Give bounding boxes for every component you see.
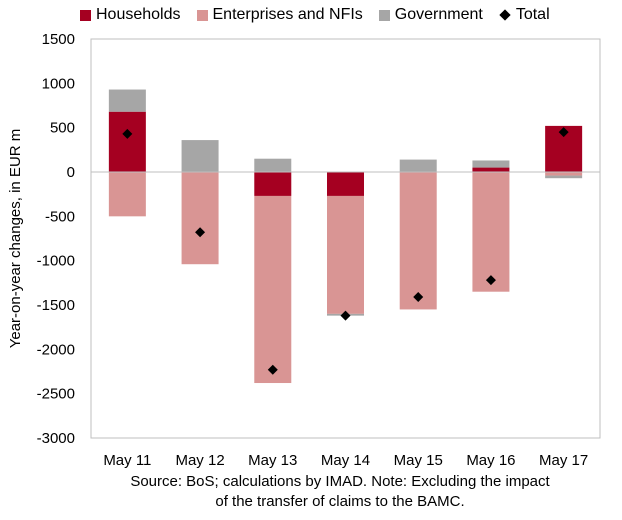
y-axis-title: Year-on-year changes, in EUR m xyxy=(7,129,24,349)
legend-item-enterprises: Enterprises and NFIs xyxy=(196,6,363,24)
x-tick-label-4: May 14 xyxy=(321,452,370,469)
bar-2-5 xyxy=(399,172,437,310)
bar-2-4 xyxy=(327,195,364,314)
legend-label-government: Government xyxy=(394,6,483,23)
bar-3-1 xyxy=(108,89,146,112)
chart-legend: Households Enterprises and NFIs Governme… xyxy=(80,6,566,24)
legend-label-total: Total xyxy=(515,6,550,23)
total-marker-3 xyxy=(267,364,278,375)
y-tick-label-1: 1000 xyxy=(42,75,75,92)
bar-1-1 xyxy=(108,111,146,172)
total-marker-2 xyxy=(195,227,206,238)
total-marker-5 xyxy=(413,292,424,303)
bar-3-7 xyxy=(545,175,583,179)
x-tick-label-6: May 16 xyxy=(466,452,515,469)
y-tick-label-3: 0 xyxy=(67,164,75,181)
legend-item-households: Households xyxy=(80,6,181,24)
bar-3-2 xyxy=(181,140,219,172)
y-tick-label-6: -1500 xyxy=(37,297,75,314)
legend-swatch-government xyxy=(378,9,390,21)
total-marker-1 xyxy=(122,128,133,139)
total-marker-6 xyxy=(485,275,496,286)
y-tick-label-2: 500 xyxy=(50,120,75,137)
bar-3-6 xyxy=(472,160,510,168)
plot-area-border xyxy=(90,38,601,439)
bar-1-3 xyxy=(254,172,292,196)
legend-item-total: Total xyxy=(499,6,550,24)
bar-3-5 xyxy=(399,159,437,172)
source-note: Source: BoS; calculations by IMAD. Note:… xyxy=(60,472,620,512)
y-tick-label-8: -2500 xyxy=(37,386,75,403)
x-tick-label-5: May 15 xyxy=(394,452,443,469)
legend-label-households: Households xyxy=(96,6,181,23)
bar-3-3 xyxy=(254,158,292,172)
bar-2-7 xyxy=(545,172,583,176)
total-marker-4 xyxy=(340,310,351,321)
bar-1-4 xyxy=(327,172,364,196)
y-tick-label-4: -500 xyxy=(45,208,75,225)
x-tick-label-3: May 13 xyxy=(248,452,297,469)
chart-canvas: 1500 1000 500 0 -500 -1000 -1500 -2000 -2500 -300… xyxy=(7,31,601,469)
bar-1-6 xyxy=(472,167,510,172)
total-marker-7 xyxy=(558,127,569,138)
legend-label-enterprises: Enterprises and NFIs xyxy=(212,6,363,23)
source-note-line-1: Source: BoS; calculations by IMAD. Note:… xyxy=(130,473,550,490)
bar-2-6 xyxy=(472,172,510,292)
y-tick-label-5: -1000 xyxy=(37,253,75,270)
y-tick-label-9: -3000 xyxy=(37,430,75,447)
legend-swatch-enterprises xyxy=(196,9,208,21)
source-note-line-2: of the transfer of claims to the BAMC. xyxy=(215,493,465,510)
legend-item-government: Government xyxy=(378,6,483,24)
bar-2-2 xyxy=(181,172,219,265)
bar-2-3 xyxy=(254,195,292,384)
bar-2-1 xyxy=(108,172,146,217)
x-tick-label-1: May 11 xyxy=(103,452,151,469)
x-tick-label-7: May 17 xyxy=(539,452,588,469)
y-tick-label-7: -2000 xyxy=(37,341,75,358)
x-tick-label-2: May 12 xyxy=(175,452,224,469)
y-tick-label-0: 1500 xyxy=(42,31,75,48)
legend-swatch-households xyxy=(80,9,91,21)
